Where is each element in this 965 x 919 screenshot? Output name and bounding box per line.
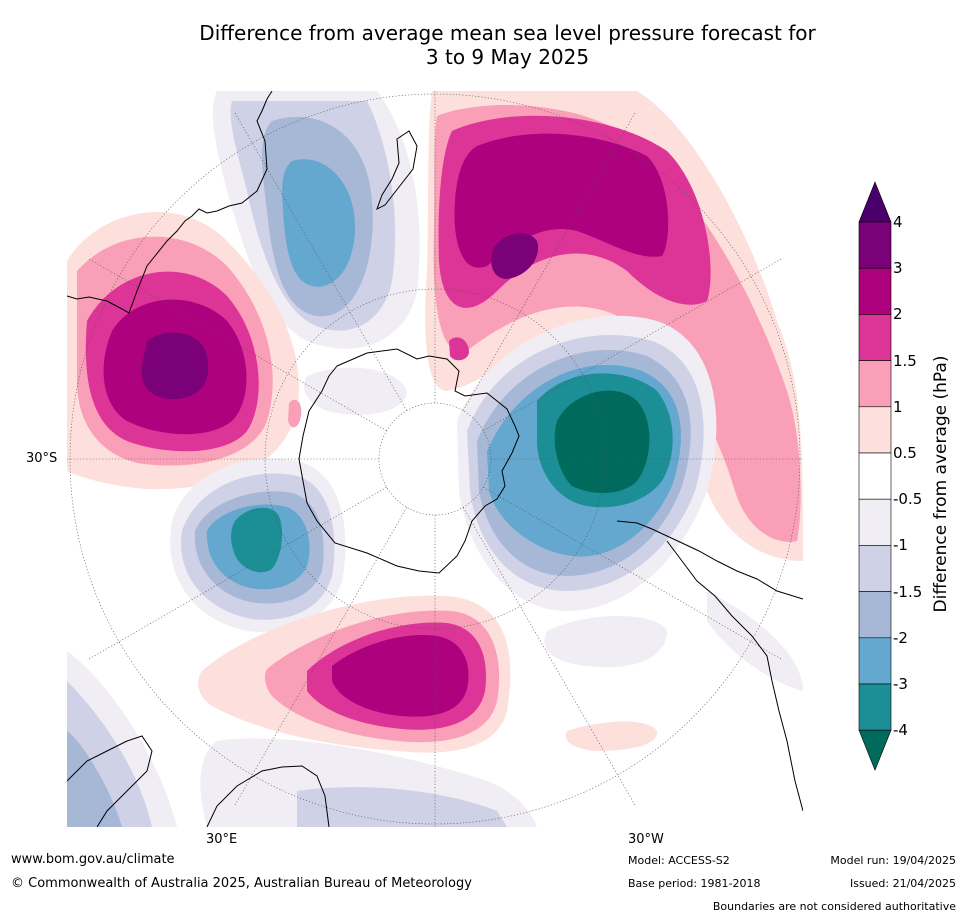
colorbar-tick-label: -1.5 [893, 582, 923, 601]
africa-coastline [206, 765, 330, 827]
colorbar [855, 180, 965, 790]
antarctica-coastline [298, 348, 520, 574]
footer-model: Model: ACCESS-S2 [628, 854, 730, 867]
title-line-1: Difference from average mean sea level p… [199, 21, 816, 45]
anomaly-high-west [67, 212, 299, 490]
colorbar-label: Difference from average (hPa) [931, 355, 951, 613]
lon-label-30w: 30°W [628, 832, 664, 847]
lat-label-30s: 30°S [26, 451, 58, 466]
anomaly-misc-patches [67, 367, 803, 827]
colorbar-band [858, 314, 892, 361]
colorbar-band [858, 267, 892, 315]
colorbar-tick-label: 2 [893, 305, 903, 324]
colorbar-tick-label: -0.5 [893, 490, 923, 509]
title-line-2: 3 to 9 May 2025 [425, 45, 590, 69]
footer-issued: Issued: 21/04/2025 [849, 877, 956, 890]
graticule [67, 91, 803, 827]
footer-base-period: Base period: 1981-2018 [628, 877, 761, 890]
new-zealand-coastline [376, 130, 418, 211]
australia-coastline [67, 91, 273, 314]
colorbar-extend-top [858, 181, 892, 223]
footer-disclaimer: Boundaries are not considered authoritat… [712, 900, 956, 913]
map-title: Difference from average mean sea level p… [0, 21, 965, 69]
colorbar-tick-label: 1 [893, 397, 903, 416]
footer-model-run: Model run: 19/04/2025 [830, 854, 956, 867]
footer-url: www.bom.gov.au/climate [11, 852, 175, 867]
colorbar-band [858, 498, 892, 546]
anomaly-low-indian [170, 458, 346, 632]
footer-copyright: © Commonwealth of Australia 2025, Austra… [11, 876, 472, 891]
anomaly-low-atlantic [457, 315, 717, 611]
colorbar-band [858, 683, 892, 731]
colorbar-band [858, 545, 892, 592]
colorbar-tick-label: -3 [893, 675, 908, 693]
colorbar-band [858, 591, 892, 639]
colorbar-band [858, 406, 892, 454]
map-canvas [67, 91, 803, 827]
pressure-anomaly-map [67, 91, 803, 827]
south-america-coastline [616, 520, 803, 600]
graticule-lat-circle [264, 288, 606, 630]
colorbar-tick-label: 0.5 [893, 444, 917, 462]
colorbar-band [858, 637, 892, 685]
colorbar-scale [858, 181, 892, 772]
anomaly-high-south [198, 595, 511, 753]
colorbar-tick-label: -4 [893, 721, 908, 740]
colorbar-tick-label: 3 [893, 259, 903, 278]
africa-coastline [67, 735, 153, 827]
colorbar-band [858, 221, 892, 269]
lon-label-30e: 30°E [206, 832, 238, 847]
colorbar-tick-label: 4 [893, 213, 903, 231]
south-america-coastline [666, 540, 803, 812]
colorbar-tick-label: -2 [893, 628, 908, 647]
colorbar-band [858, 452, 892, 500]
colorbar-band [858, 360, 892, 408]
colorbar-extend-bottom [858, 729, 892, 772]
colorbar-tick-label: -1 [893, 536, 908, 555]
anomaly-blue-tasman [212, 91, 420, 349]
graticule-lat-circle [69, 93, 801, 825]
coastlines [67, 91, 803, 827]
colorbar-tick-label: 1.5 [893, 351, 917, 370]
